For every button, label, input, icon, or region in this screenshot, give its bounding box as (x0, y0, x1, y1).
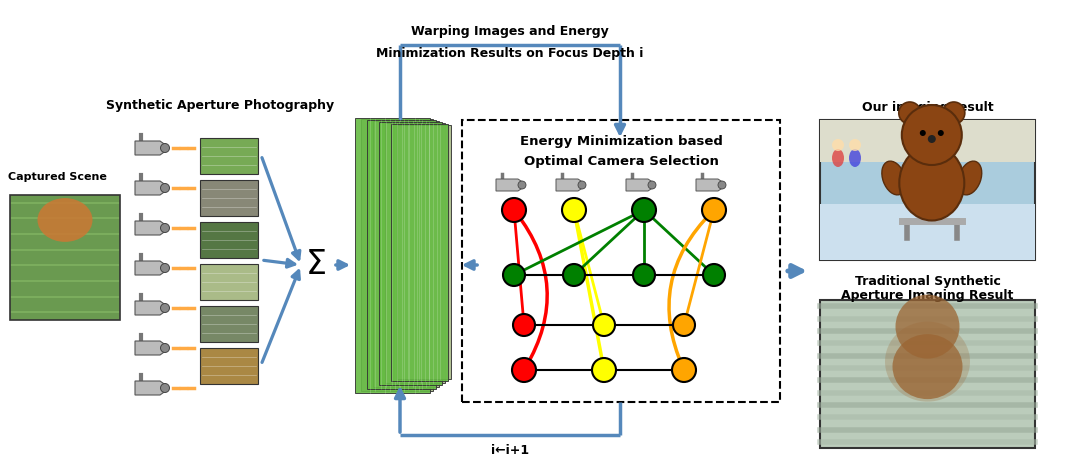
Circle shape (160, 343, 170, 352)
Text: $\Sigma$: $\Sigma$ (305, 248, 325, 282)
Bar (361, 119, 433, 391)
Bar (821, 300, 1035, 448)
Bar (200, 264, 258, 300)
Circle shape (562, 198, 586, 222)
Text: Traditional Synthetic: Traditional Synthetic (855, 276, 1001, 288)
Circle shape (503, 264, 525, 286)
Circle shape (938, 130, 944, 136)
Bar (821, 204, 1035, 260)
Bar (200, 138, 258, 174)
Polygon shape (626, 179, 654, 191)
Circle shape (673, 314, 695, 336)
Circle shape (160, 264, 170, 273)
Ellipse shape (899, 145, 964, 220)
Polygon shape (135, 141, 166, 155)
Ellipse shape (885, 322, 970, 401)
Text: Our imaging result: Our imaging result (861, 101, 993, 114)
Circle shape (896, 294, 959, 359)
Ellipse shape (958, 161, 982, 195)
Bar (462, 120, 780, 402)
Bar (200, 222, 258, 258)
Polygon shape (135, 341, 166, 355)
Bar (384, 123, 445, 383)
Circle shape (703, 264, 725, 286)
Circle shape (902, 105, 962, 165)
Bar (367, 120, 436, 389)
Circle shape (513, 314, 535, 336)
Circle shape (593, 314, 615, 336)
Circle shape (632, 198, 656, 222)
Bar (821, 120, 1035, 162)
Circle shape (928, 135, 935, 143)
Bar (200, 306, 258, 342)
Polygon shape (496, 179, 524, 191)
Bar (355, 118, 430, 393)
Polygon shape (135, 221, 166, 235)
Text: Warping Images and Energy: Warping Images and Energy (411, 25, 609, 38)
Circle shape (648, 181, 656, 189)
Polygon shape (696, 179, 724, 191)
Bar (397, 125, 451, 379)
Bar (373, 121, 439, 387)
Polygon shape (135, 381, 166, 395)
Ellipse shape (832, 149, 844, 167)
Circle shape (160, 143, 170, 152)
Text: Synthetic Aperture Photography: Synthetic Aperture Photography (106, 98, 334, 112)
Bar (200, 180, 258, 216)
Polygon shape (556, 179, 584, 191)
Bar (200, 348, 258, 384)
Circle shape (943, 102, 964, 124)
Polygon shape (135, 181, 166, 195)
Bar (10, 195, 120, 320)
Circle shape (672, 358, 696, 382)
Circle shape (850, 139, 861, 151)
Ellipse shape (882, 161, 905, 195)
Text: Energy Minimization based: Energy Minimization based (520, 135, 723, 149)
Circle shape (633, 264, 655, 286)
Circle shape (518, 181, 526, 189)
Circle shape (563, 264, 585, 286)
Circle shape (160, 304, 170, 313)
Circle shape (160, 383, 170, 392)
Circle shape (160, 183, 170, 192)
Bar (821, 120, 1035, 260)
Text: Minimization Results on Focus Depth i: Minimization Results on Focus Depth i (376, 47, 643, 59)
Text: i←i+1: i←i+1 (491, 444, 529, 456)
Ellipse shape (892, 334, 962, 399)
Ellipse shape (850, 149, 861, 167)
Circle shape (512, 358, 536, 382)
Bar (391, 124, 448, 381)
Text: Aperture Imaging Result: Aperture Imaging Result (841, 289, 1014, 303)
Bar (379, 122, 442, 385)
Text: Optimal Camera Selection: Optimal Camera Selection (523, 155, 719, 169)
Circle shape (160, 224, 170, 232)
Ellipse shape (38, 198, 92, 242)
Circle shape (719, 181, 726, 189)
Circle shape (832, 139, 844, 151)
Circle shape (592, 358, 616, 382)
Circle shape (702, 198, 726, 222)
Polygon shape (135, 301, 166, 315)
Circle shape (919, 130, 926, 136)
Text: Captured Scene: Captured Scene (8, 172, 107, 182)
Circle shape (899, 102, 920, 124)
Circle shape (578, 181, 586, 189)
Polygon shape (135, 261, 166, 275)
Circle shape (502, 198, 526, 222)
